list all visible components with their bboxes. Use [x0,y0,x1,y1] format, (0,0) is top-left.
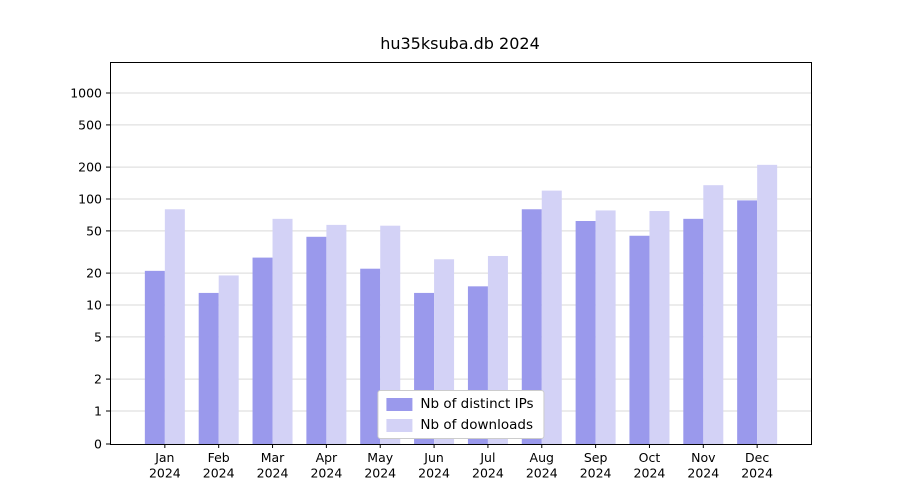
x-tick-label: 2024 [149,466,181,481]
x-tick-label: Oct [639,450,661,465]
x-tick-label: 2024 [526,466,558,481]
legend-label-downloads: Nb of downloads [420,417,533,433]
bar-downloads-mar [272,218,293,444]
bar-downloads-oct [649,211,670,444]
x-tick-label: 2024 [687,466,719,481]
bar-distinct-ips-may [360,268,381,444]
legend: Nb of distinct IPs Nb of downloads [377,390,545,439]
x-tick-label: 2024 [203,466,235,481]
x-tick-label: Jan [154,450,174,465]
x-tick-label: 2024 [580,466,612,481]
chart-title: hu35ksuba.db 2024 [380,34,540,53]
legend-swatch-downloads [386,418,413,432]
x-tick-label: Aug [530,450,554,465]
bar-distinct-ips-dec [737,200,758,444]
legend-label-distinct-ips: Nb of distinct IPs [420,396,534,412]
y-tick-label: 500 [78,117,102,132]
y-tick-label: 100 [78,192,102,207]
x-tick-label: 2024 [741,466,773,481]
bar-distinct-ips-apr [306,236,327,444]
legend-item-distinct-ips: Nb of distinct IPs [386,396,534,412]
y-tick-label: 10 [86,298,102,313]
x-tick-label: 2024 [257,466,289,481]
y-tick-label: 5 [94,329,102,344]
bar-downloads-aug [541,190,562,444]
bar-distinct-ips-feb [198,292,219,444]
x-tick-label: Sep [584,450,608,465]
chart-canvas: 01251020501002005001000Jan2024Feb2024Mar… [70,86,811,481]
bar-downloads-jan [164,209,185,444]
bar-distinct-ips-mar [252,257,273,444]
bar-downloads-nov [703,185,724,444]
x-tick-label: Nov [691,450,716,465]
x-tick-label: Mar [261,450,285,465]
y-tick-label: 200 [78,160,102,175]
bar-downloads-feb [218,275,239,444]
x-tick-label: 2024 [634,466,666,481]
plot-area: 0 1 2 5 10 20 50 100 200 500 1000 Jan 2024 Feb 2024 Mar… [70,62,812,481]
x-tick-label: 2024 [310,466,342,481]
bar-distinct-ips-oct [629,235,650,444]
y-tick-label: 50 [86,223,102,238]
x-tick-label: Dec [745,450,769,465]
x-tick-label: Jul [479,450,495,465]
x-tick-label: Jun [423,450,444,465]
x-tick-label: 2024 [364,466,396,481]
bar-distinct-ips-jan [144,270,165,444]
x-tick-label: Apr [316,450,338,465]
legend-swatch-ips [386,397,413,411]
y-tick-label: 20 [86,266,102,281]
y-tick-label: 0 [94,437,102,452]
y-tick-label: 1 [94,404,102,419]
x-tick-label: Feb [208,450,230,465]
bar-distinct-ips-nov [683,218,704,444]
bar-downloads-sep [595,210,616,444]
bar-downloads-apr [326,224,347,444]
y-tick-label: 2 [94,372,102,387]
legend-item-downloads: Nb of downloads [386,417,533,433]
bar-downloads-dec [757,164,778,444]
x-tick-label: May [367,450,393,465]
y-tick-label: 1000 [70,86,102,101]
bar-distinct-ips-aug [521,209,542,444]
bar-distinct-ips-sep [575,221,596,444]
bar-downloads-may [380,225,401,444]
x-tick-label: 2024 [472,466,504,481]
x-tick-label: 2024 [418,466,450,481]
